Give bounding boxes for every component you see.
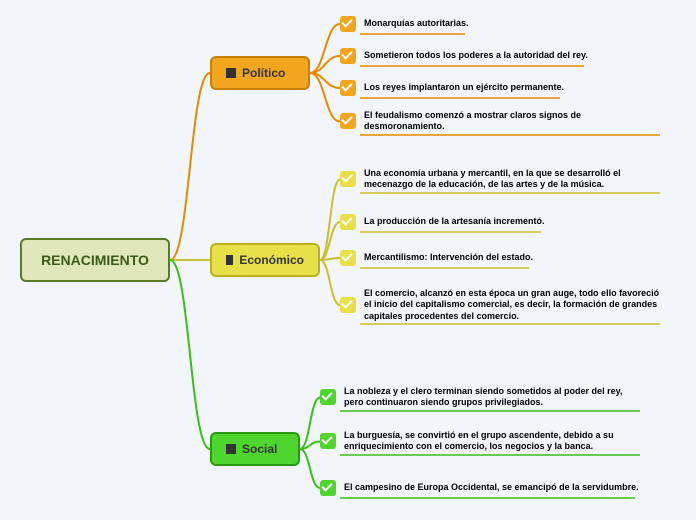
leaf-text: El campesino de Europa Occidental, se em… xyxy=(344,482,639,493)
branch-politico: Político xyxy=(210,56,310,90)
check-icon xyxy=(340,48,356,64)
check-icon xyxy=(320,480,336,496)
bullet-icon xyxy=(226,444,236,454)
leaf-text: Monarquías autoritarias. xyxy=(364,18,469,29)
check-icon xyxy=(340,214,356,230)
leaf-item: El feudalismo comenzó a mostrar claros s… xyxy=(340,110,664,133)
branch-label: Social xyxy=(242,442,277,456)
root-label: RENACIMIENTO xyxy=(41,252,149,268)
check-icon xyxy=(340,16,356,32)
branch-social: Social xyxy=(210,432,300,466)
leaf-item: El comercio, alcanzó en esta época un gr… xyxy=(340,288,664,322)
check-icon xyxy=(340,80,356,96)
root-node: RENACIMIENTO xyxy=(20,238,170,282)
branch-economico: Económico xyxy=(210,243,320,277)
leaf-item: Sometieron todos los poderes a la autori… xyxy=(340,48,588,64)
leaf-item: La burguesía, se convirtió en el grupo a… xyxy=(320,430,644,453)
leaf-item: Mercantilismo: Intervención del estado. xyxy=(340,250,533,266)
check-icon xyxy=(340,113,356,129)
leaf-item: La producción de la artesanía incrementó… xyxy=(340,214,545,230)
check-icon xyxy=(320,389,336,405)
bullet-icon xyxy=(226,255,233,265)
check-icon xyxy=(320,433,336,449)
leaf-text: El comercio, alcanzó en esta época un gr… xyxy=(364,288,664,322)
leaf-item: La nobleza y el clero terminan siendo so… xyxy=(320,386,644,409)
leaf-text: Una economía urbana y mercantil, en la q… xyxy=(364,168,664,191)
branch-label: Político xyxy=(242,66,285,80)
leaf-text: Sometieron todos los poderes a la autori… xyxy=(364,50,588,61)
check-icon xyxy=(340,171,356,187)
leaf-text: Los reyes implantaron un ejército perman… xyxy=(364,82,564,93)
leaf-item: Monarquías autoritarias. xyxy=(340,16,469,32)
branch-label: Económico xyxy=(239,253,304,267)
check-icon xyxy=(340,250,356,266)
leaf-text: Mercantilismo: Intervención del estado. xyxy=(364,252,533,263)
leaf-text: La nobleza y el clero terminan siendo so… xyxy=(344,386,644,409)
check-icon xyxy=(340,297,356,313)
leaf-text: La burguesía, se convirtió en el grupo a… xyxy=(344,430,644,453)
leaf-item: Los reyes implantaron un ejército perman… xyxy=(340,80,564,96)
leaf-text: La producción de la artesanía incrementó… xyxy=(364,216,545,227)
leaf-item: El campesino de Europa Occidental, se em… xyxy=(320,480,639,496)
bullet-icon xyxy=(226,68,236,78)
leaf-item: Una economía urbana y mercantil, en la q… xyxy=(340,168,664,191)
leaf-text: El feudalismo comenzó a mostrar claros s… xyxy=(364,110,664,133)
